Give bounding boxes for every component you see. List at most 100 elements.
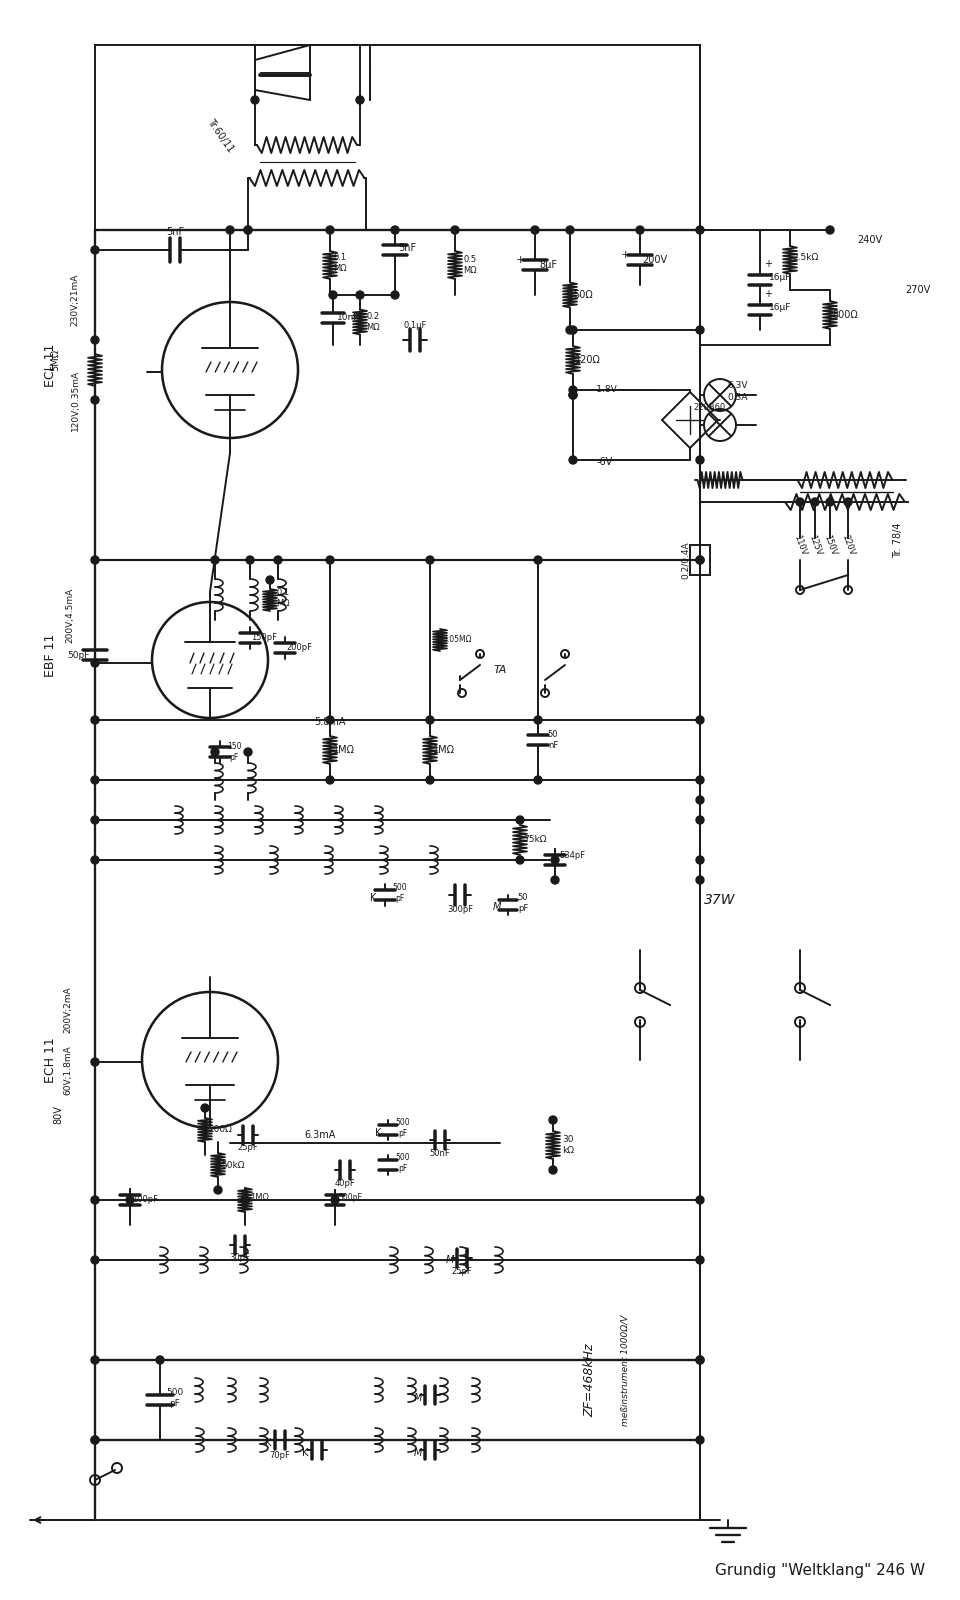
Text: 0.2
MΩ: 0.2 MΩ bbox=[366, 312, 380, 331]
Text: 1MΩ: 1MΩ bbox=[251, 1194, 270, 1203]
Circle shape bbox=[91, 1256, 99, 1264]
Text: 534pF: 534pF bbox=[559, 851, 585, 859]
Circle shape bbox=[566, 226, 574, 234]
Text: +: + bbox=[516, 254, 525, 266]
Circle shape bbox=[566, 326, 574, 334]
Text: EBF 11: EBF 11 bbox=[43, 634, 57, 677]
Circle shape bbox=[551, 877, 559, 883]
Text: 800Ω: 800Ω bbox=[832, 310, 858, 320]
Circle shape bbox=[549, 1117, 557, 1123]
Circle shape bbox=[811, 498, 819, 506]
Text: M: M bbox=[414, 1448, 422, 1458]
Text: 300pF: 300pF bbox=[447, 906, 473, 915]
Circle shape bbox=[331, 1197, 339, 1203]
Circle shape bbox=[826, 226, 834, 234]
Text: ECH 11: ECH 11 bbox=[43, 1037, 57, 1083]
Text: 75kΩ: 75kΩ bbox=[523, 835, 547, 845]
Circle shape bbox=[696, 456, 704, 464]
Circle shape bbox=[241, 1197, 249, 1203]
Text: 220B60: 220B60 bbox=[694, 403, 726, 413]
Text: Grundig "Weltklang" 246 W: Grundig "Weltklang" 246 W bbox=[715, 1563, 925, 1578]
Circle shape bbox=[91, 1197, 99, 1203]
Circle shape bbox=[91, 856, 99, 864]
Text: 110V: 110V bbox=[792, 533, 808, 557]
Circle shape bbox=[326, 557, 334, 565]
Circle shape bbox=[356, 96, 364, 104]
Circle shape bbox=[91, 336, 99, 344]
Circle shape bbox=[91, 659, 99, 667]
Text: +: + bbox=[764, 290, 772, 299]
Circle shape bbox=[426, 557, 434, 565]
Circle shape bbox=[696, 557, 704, 565]
Circle shape bbox=[266, 576, 274, 584]
Circle shape bbox=[696, 1197, 704, 1203]
Text: 5nF: 5nF bbox=[398, 243, 416, 253]
Text: 50pF: 50pF bbox=[67, 651, 89, 659]
Text: 150
pF: 150 pF bbox=[227, 742, 241, 762]
Text: 220V: 220V bbox=[840, 533, 856, 557]
Circle shape bbox=[569, 386, 577, 394]
Circle shape bbox=[696, 1437, 704, 1443]
Text: 200V;2mA: 200V;2mA bbox=[63, 987, 73, 1034]
Circle shape bbox=[156, 1357, 164, 1363]
Text: K: K bbox=[370, 893, 376, 902]
Text: 50kΩ: 50kΩ bbox=[221, 1160, 245, 1170]
Circle shape bbox=[244, 226, 252, 234]
Circle shape bbox=[214, 1186, 222, 1194]
Circle shape bbox=[636, 226, 644, 234]
Circle shape bbox=[531, 226, 539, 234]
Text: 5.8mA: 5.8mA bbox=[314, 717, 346, 726]
Text: 0.05MΩ: 0.05MΩ bbox=[443, 635, 471, 645]
Text: 0.5
MΩ: 0.5 MΩ bbox=[463, 256, 477, 275]
Text: 200pF: 200pF bbox=[286, 643, 312, 653]
Text: 1MΩ: 1MΩ bbox=[433, 746, 455, 755]
Circle shape bbox=[569, 326, 577, 334]
Text: 40pF: 40pF bbox=[335, 1179, 355, 1187]
Circle shape bbox=[534, 776, 542, 784]
Text: Tr. 78/4: Tr. 78/4 bbox=[893, 522, 903, 558]
Text: meßinstrument 1000Ω/V: meßinstrument 1000Ω/V bbox=[620, 1314, 630, 1426]
Circle shape bbox=[211, 557, 219, 565]
Text: 0.3A: 0.3A bbox=[728, 392, 748, 402]
Circle shape bbox=[534, 717, 542, 723]
Text: 500
pF: 500 pF bbox=[393, 883, 407, 902]
Text: M: M bbox=[414, 1394, 422, 1403]
Circle shape bbox=[91, 1437, 99, 1443]
Circle shape bbox=[516, 816, 524, 824]
Text: 1MΩ: 1MΩ bbox=[333, 746, 355, 755]
Text: 270V: 270V bbox=[905, 285, 930, 294]
Circle shape bbox=[696, 776, 704, 784]
Circle shape bbox=[91, 816, 99, 824]
Text: 240V: 240V bbox=[857, 235, 882, 245]
Circle shape bbox=[696, 816, 704, 824]
Circle shape bbox=[391, 291, 399, 299]
Circle shape bbox=[826, 498, 834, 506]
Text: 6.3mA: 6.3mA bbox=[304, 1130, 336, 1139]
Circle shape bbox=[326, 717, 334, 723]
Text: 16µF: 16µF bbox=[769, 304, 791, 312]
Text: 230V;21mA: 230V;21mA bbox=[70, 274, 80, 326]
Circle shape bbox=[356, 291, 364, 299]
Circle shape bbox=[329, 291, 337, 299]
Text: 500
pF: 500 pF bbox=[166, 1389, 183, 1408]
Circle shape bbox=[516, 856, 524, 864]
Text: 60V;1.8mA: 60V;1.8mA bbox=[63, 1045, 73, 1094]
Circle shape bbox=[696, 226, 704, 234]
Text: 50
pF: 50 pF bbox=[517, 893, 528, 912]
Circle shape bbox=[426, 717, 434, 723]
Text: 2.5kΩ: 2.5kΩ bbox=[792, 253, 818, 262]
Text: 6.3V: 6.3V bbox=[728, 381, 748, 389]
Circle shape bbox=[534, 557, 542, 565]
Text: 200V;4.5mA: 200V;4.5mA bbox=[65, 587, 75, 643]
Circle shape bbox=[91, 246, 99, 254]
Circle shape bbox=[91, 776, 99, 784]
Circle shape bbox=[696, 717, 704, 723]
Circle shape bbox=[796, 498, 804, 506]
Text: K: K bbox=[374, 1128, 381, 1138]
Text: 50Ω: 50Ω bbox=[573, 290, 593, 301]
Text: M: M bbox=[445, 1254, 454, 1266]
Circle shape bbox=[549, 1166, 557, 1174]
Text: 0.2/0.4A: 0.2/0.4A bbox=[681, 541, 689, 579]
Circle shape bbox=[251, 96, 259, 104]
Text: 37W: 37W bbox=[705, 893, 735, 907]
